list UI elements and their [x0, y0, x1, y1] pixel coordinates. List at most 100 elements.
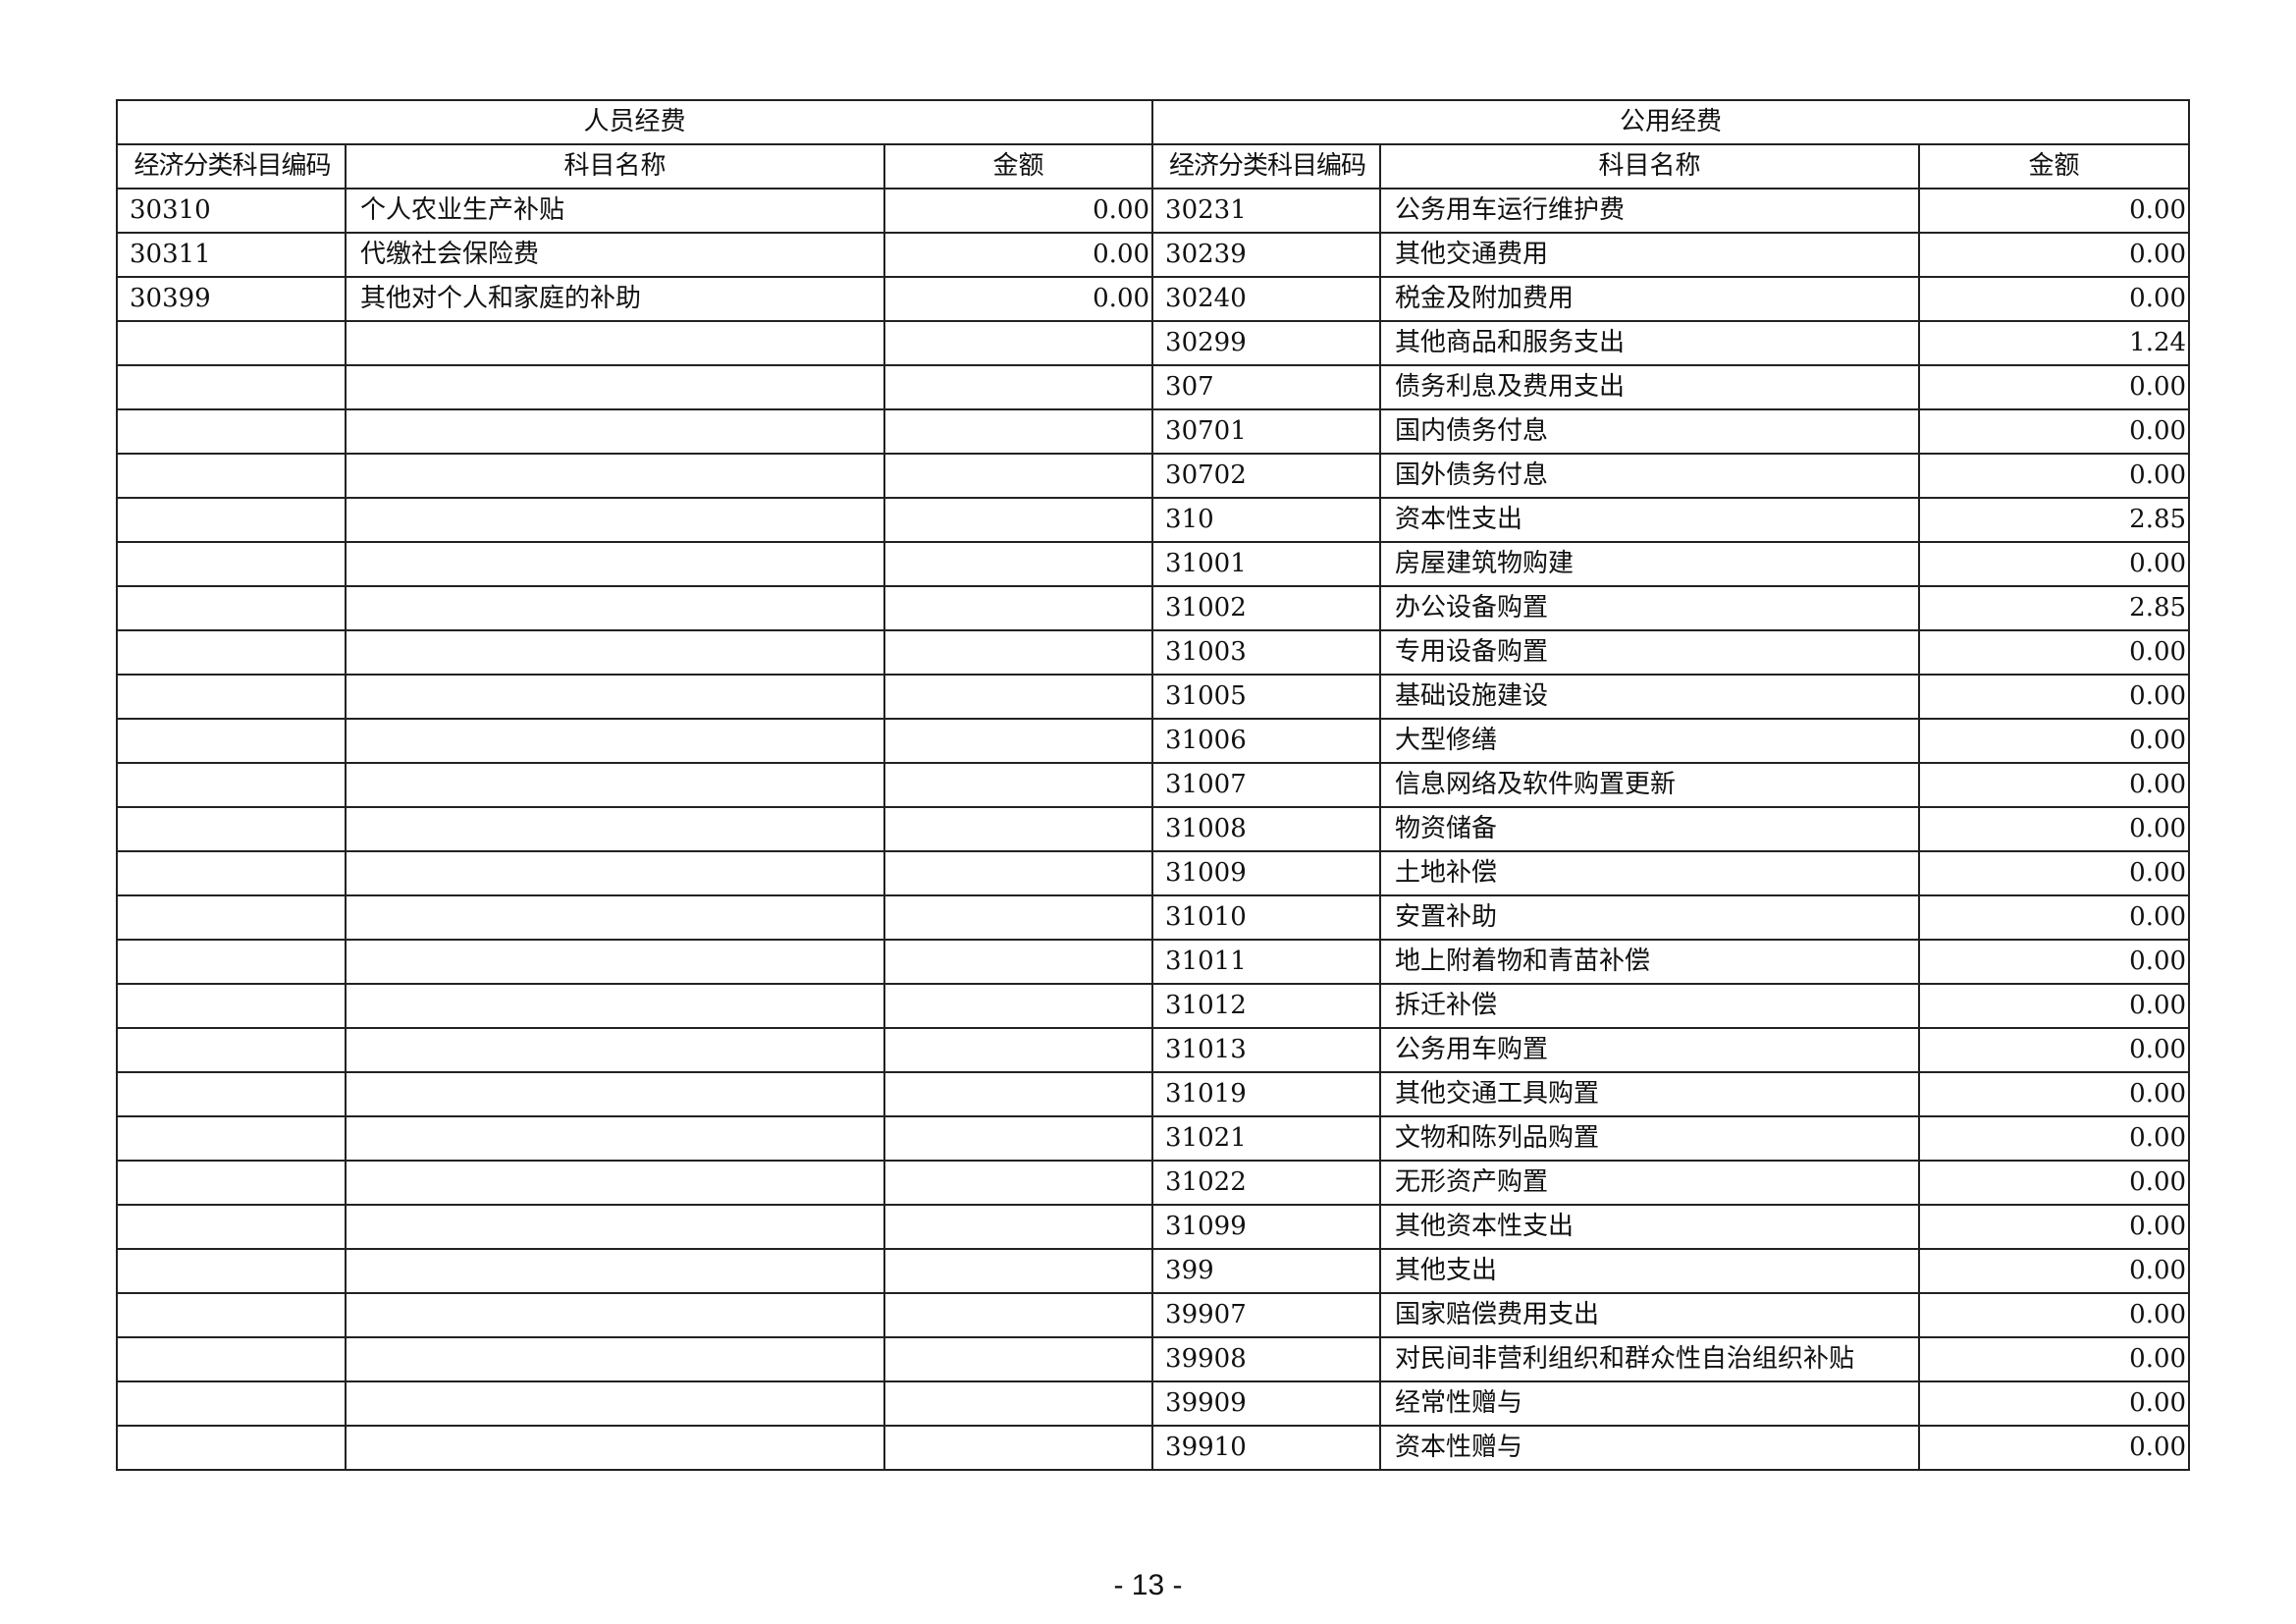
public-name-cell: 安置补助 — [1379, 894, 1921, 941]
public-name-cell: 税金及附加费用 — [1379, 276, 1921, 322]
personnel-code-cell — [116, 629, 347, 676]
public-name-cell: 其他资本性支出 — [1379, 1204, 1921, 1250]
public-amount-cell: 2.85 — [1918, 585, 2191, 631]
public-name-cell: 其他商品和服务支出 — [1379, 320, 1921, 366]
personnel-name-cell — [345, 939, 885, 985]
personnel-name-cell — [345, 1204, 885, 1250]
public-code-cell: 30239 — [1151, 232, 1382, 278]
personnel-code-cell — [116, 1336, 347, 1382]
personnel-code-cell — [116, 806, 347, 852]
personnel-code-cell — [116, 1425, 347, 1471]
personnel-name-cell — [345, 762, 885, 808]
personnel-code-cell — [116, 674, 347, 720]
public-amount-cell: 0.00 — [1918, 453, 2191, 499]
personnel-code-cell — [116, 1027, 347, 1073]
personnel-name-cell: 个人农业生产补贴 — [345, 188, 885, 234]
personnel-amount-cell — [882, 939, 1154, 985]
public-name-cell: 其他交通工具购置 — [1379, 1071, 1921, 1117]
public-code-cell: 31005 — [1151, 674, 1382, 720]
personnel-name-cell — [345, 453, 885, 499]
personnel-name-cell — [345, 674, 885, 720]
public-code-cell: 307 — [1151, 364, 1382, 410]
table-row: 31019 其他交通工具购置 0.00 — [116, 1071, 2191, 1117]
personnel-amount-cell — [882, 762, 1154, 808]
personnel-name-cell — [345, 629, 885, 676]
public-name-cell: 信息网络及软件购置更新 — [1379, 762, 1921, 808]
personnel-amount-cell — [882, 1204, 1154, 1250]
personnel-code-cell — [116, 1115, 347, 1162]
personnel-amount-header: 金额 — [882, 143, 1154, 189]
public-amount-cell: 0.00 — [1918, 806, 2191, 852]
public-amount-cell: 1.24 — [1918, 320, 2191, 366]
personnel-amount-cell — [882, 1160, 1154, 1206]
personnel-amount-cell — [882, 894, 1154, 941]
public-amount-cell: 0.00 — [1918, 718, 2191, 764]
public-code-cell: 31099 — [1151, 1204, 1382, 1250]
personnel-amount-cell — [882, 1425, 1154, 1471]
table-row: 31006 大型修缮 0.00 — [116, 718, 2191, 764]
public-amount-cell: 0.00 — [1918, 983, 2191, 1029]
public-code-cell: 31012 — [1151, 983, 1382, 1029]
personnel-name-header: 科目名称 — [345, 143, 885, 189]
personnel-amount-cell — [882, 1027, 1154, 1073]
public-name-cell: 拆迁补偿 — [1379, 983, 1921, 1029]
public-amount-header: 金额 — [1918, 143, 2191, 189]
personnel-code-cell: 30310 — [116, 188, 347, 234]
public-name-cell: 国内债务付息 — [1379, 408, 1921, 455]
public-amount-cell: 0.00 — [1918, 188, 2191, 234]
expenditure-table: 人员经费 公用经费 经济分类科目编码 科目名称 金额 经济分类科目编码 科目名称… — [115, 99, 2191, 1471]
public-code-cell: 399 — [1151, 1248, 1382, 1294]
personnel-code-cell — [116, 1248, 347, 1294]
public-amount-cell: 0.00 — [1918, 276, 2191, 322]
table-row: 39908 对民间非营利组织和群众性自治组织补贴 0.00 — [116, 1336, 2191, 1382]
personnel-code-cell — [116, 541, 347, 587]
personnel-amount-cell: 0.00 — [882, 188, 1154, 234]
personnel-name-cell — [345, 497, 885, 543]
table-row: 31022 无形资产购置 0.00 — [116, 1160, 2191, 1206]
page-number: - 13 - — [1113, 1569, 1183, 1601]
public-name-cell: 文物和陈列品购置 — [1379, 1115, 1921, 1162]
personnel-code-cell — [116, 1071, 347, 1117]
public-amount-cell: 0.00 — [1918, 1380, 2191, 1427]
public-amount-cell: 0.00 — [1918, 1115, 2191, 1162]
public-amount-cell: 0.00 — [1918, 1248, 2191, 1294]
table-row: 31007 信息网络及软件购置更新 0.00 — [116, 762, 2191, 808]
personnel-code-cell — [116, 1380, 347, 1427]
personnel-amount-cell: 0.00 — [882, 232, 1154, 278]
public-code-cell: 31022 — [1151, 1160, 1382, 1206]
personnel-code-cell — [116, 850, 347, 896]
personnel-name-cell — [345, 1027, 885, 1073]
personnel-name-cell — [345, 1336, 885, 1382]
personnel-amount-cell — [882, 806, 1154, 852]
personnel-amount-cell — [882, 585, 1154, 631]
personnel-name-cell — [345, 1380, 885, 1427]
public-code-cell: 31007 — [1151, 762, 1382, 808]
public-code-cell: 39907 — [1151, 1292, 1382, 1338]
personnel-code-cell — [116, 939, 347, 985]
personnel-amount-cell — [882, 1115, 1154, 1162]
public-name-cell: 其他交通费用 — [1379, 232, 1921, 278]
personnel-code-cell — [116, 585, 347, 631]
public-name-cell: 国家赔偿费用支出 — [1379, 1292, 1921, 1338]
personnel-name-cell — [345, 1160, 885, 1206]
personnel-amount-cell: 0.00 — [882, 276, 1154, 322]
public-name-cell: 基础设施建设 — [1379, 674, 1921, 720]
personnel-code-cell — [116, 1204, 347, 1250]
personnel-name-cell — [345, 983, 885, 1029]
public-name-cell: 大型修缮 — [1379, 718, 1921, 764]
personnel-header: 人员经费 — [115, 99, 1154, 145]
public-name-cell: 债务利息及费用支出 — [1379, 364, 1921, 410]
personnel-code-cell — [116, 1292, 347, 1338]
public-amount-cell: 0.00 — [1918, 408, 2191, 455]
personnel-name-cell: 代缴社会保险费 — [345, 232, 885, 278]
public-amount-cell: 0.00 — [1918, 850, 2191, 896]
table-row: 31012 拆迁补偿 0.00 — [116, 983, 2191, 1029]
public-code-cell: 30231 — [1151, 188, 1382, 234]
personnel-amount-cell — [882, 850, 1154, 896]
personnel-code-cell — [116, 1160, 347, 1206]
public-name-cell: 无形资产购置 — [1379, 1160, 1921, 1206]
personnel-amount-cell — [882, 1248, 1154, 1294]
personnel-amount-cell — [882, 497, 1154, 543]
public-amount-cell: 0.00 — [1918, 1292, 2191, 1338]
personnel-amount-cell — [882, 541, 1154, 587]
